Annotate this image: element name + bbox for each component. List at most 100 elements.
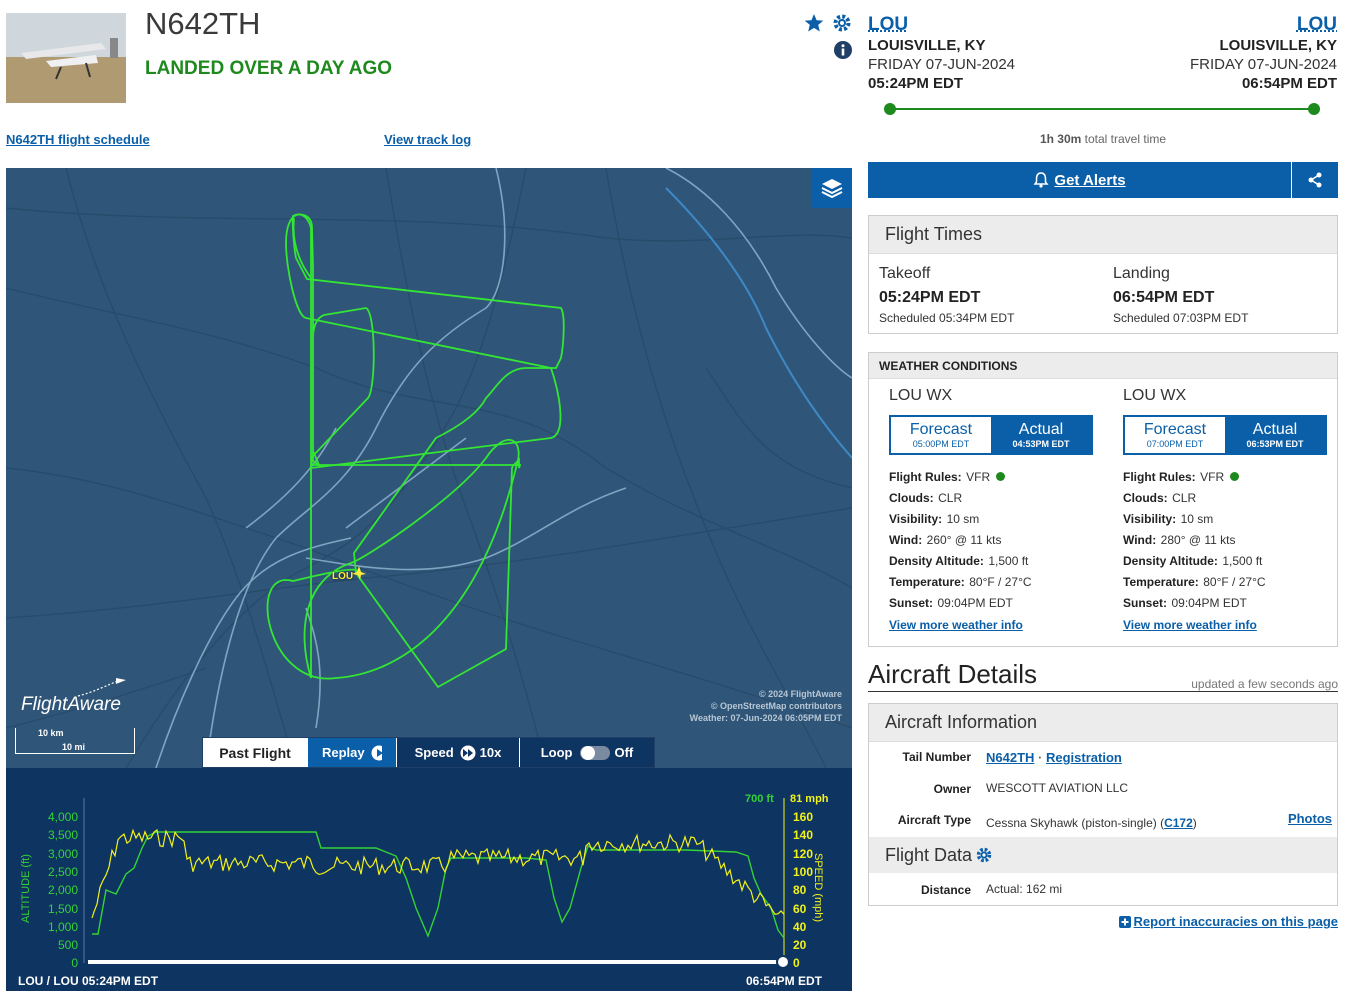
- weather-row-visibility: Visibility: 10 sm: [1123, 510, 1213, 528]
- weather-row-wind: Wind: 280° @ 11 kts: [1123, 531, 1235, 549]
- speed-label: Speed: [414, 745, 454, 760]
- speed-tick: 140: [793, 828, 814, 843]
- star-icon[interactable]: [804, 13, 824, 33]
- aircraft-info-panel: Aircraft Information Tail Number N642TH …: [868, 703, 1338, 906]
- registration-link[interactable]: Registration: [1045, 750, 1122, 765]
- replay-label: Replay: [322, 745, 365, 760]
- get-alerts-button[interactable]: Get Alerts: [868, 162, 1292, 198]
- actual-tab[interactable]: Actual 06:53PM EDT: [1225, 417, 1325, 453]
- flight-schedule-link[interactable]: N642TH flight schedule: [6, 132, 150, 147]
- weather-label: Sunset:: [1123, 596, 1168, 610]
- airport-label-lou[interactable]: LOU: [332, 571, 354, 582]
- altitude-tick: 3,500: [47, 828, 78, 843]
- map-layers-button[interactable]: [812, 168, 852, 208]
- share-button[interactable]: [1292, 162, 1338, 198]
- info-icon[interactable]: [834, 41, 852, 59]
- takeoff-scheduled: Scheduled 05:34PM EDT: [879, 311, 1015, 325]
- weather-label: Visibility:: [1123, 512, 1177, 526]
- weather-label: Temperature:: [889, 575, 965, 589]
- more-weather-link[interactable]: View more weather info: [1123, 618, 1257, 632]
- flight-data-header: Flight Data: [869, 837, 1337, 873]
- speed-tick: 0: [793, 956, 800, 971]
- origin-code-link[interactable]: LOU: [868, 14, 909, 35]
- updated-note: updated a few seconds ago: [1191, 677, 1338, 691]
- takeoff-time: 05:24PM EDT: [879, 289, 981, 306]
- landing-time: 06:54PM EDT: [1113, 289, 1215, 306]
- speed-tick: 120: [793, 846, 814, 861]
- aircraft-details-title: Aircraft Details: [868, 659, 1038, 689]
- distance-label: Distance: [920, 883, 971, 897]
- forecast-actual-toggle: Forecast 07:00PM EDT Actual 06:53PM EDT: [1123, 415, 1327, 455]
- speed-button[interactable]: Speed 10x: [397, 738, 520, 767]
- aircraft-type-close: ): [1192, 816, 1197, 830]
- flight-data-gear-icon[interactable]: [976, 847, 992, 863]
- weather-panel: WEATHER CONDITIONS LOU WX Forecast 05:00P…: [868, 352, 1338, 647]
- logo-plane-icon: [77, 678, 126, 697]
- replay-button[interactable]: Replay: [308, 738, 397, 767]
- scale-mi: 10 mi: [62, 742, 86, 752]
- aircraft-photo[interactable]: [6, 13, 126, 103]
- weather-label: Visibility:: [889, 512, 943, 526]
- actual-tab[interactable]: Actual 04:53PM EDT: [991, 417, 1091, 453]
- type-code-link[interactable]: C172: [1164, 816, 1193, 830]
- weather-row-clouds: Clouds: CLR: [1123, 489, 1196, 507]
- graph-end-label: 06:54PM EDT: [745, 974, 822, 988]
- origin-city: LOUISVILLE, KY: [868, 37, 986, 54]
- weather-value: 10 sm: [946, 512, 980, 526]
- loop-toggle[interactable]: Loop Off: [520, 738, 654, 767]
- weather-value: 80°F / 27°C: [1203, 575, 1266, 589]
- altitude-tick: 2,000: [47, 883, 78, 898]
- weather-label: Temperature:: [1123, 575, 1199, 589]
- current-speed: 81 mph: [790, 793, 829, 805]
- tail-number-value-row: N642TH · Registration: [986, 750, 1122, 765]
- report-inaccuracies-link[interactable]: Report inaccuracies on this page: [1133, 914, 1338, 929]
- actual-time: 04:53PM EDT: [1012, 439, 1070, 449]
- weather-title: WEATHER CONDITIONS: [869, 353, 1337, 379]
- weather-column: LOU WX Forecast 07:00PM EDT Actual 06:53PM…: [1123, 387, 1343, 632]
- photos-link[interactable]: Photos: [1287, 811, 1332, 826]
- weather-value: CLR: [938, 491, 963, 505]
- weather-value: 09:04PM EDT: [937, 596, 1013, 610]
- destination-time: 06:54PM EDT: [1241, 75, 1337, 92]
- station-label: LOU WX: [889, 387, 953, 404]
- past-flight-tab[interactable]: Past Flight: [203, 738, 308, 767]
- distance-value: Actual: 162 mi: [986, 882, 1063, 896]
- aircraft-details-divider: [868, 691, 1338, 692]
- aircraft-type-value: Cessna Skyhawk (piston-single) (C172): [986, 816, 1197, 830]
- altitude-tick: 4,000: [47, 810, 78, 824]
- flight-data-title: Flight Data: [885, 844, 973, 865]
- copyright-osm[interactable]: © OpenStreetMap contributors: [710, 701, 842, 711]
- altitude-speed-graph[interactable]: 700 ft 81 mph ALTITUDE (ft) SPEED (mph) …: [6, 768, 852, 991]
- forecast-actual-toggle: Forecast 05:00PM EDT Actual 04:53PM EDT: [889, 415, 1093, 455]
- flight-status: LANDED OVER A DAY AGO: [145, 58, 393, 79]
- flight-map[interactable]: LOU FlightAware 10 km 10 mi © 2024 Fligh…: [6, 168, 852, 768]
- aircraft-type-label: Aircraft Type: [897, 813, 971, 827]
- owner-label: Owner: [933, 782, 971, 796]
- flightaware-logo: FlightAware: [21, 694, 121, 715]
- destination-code-link[interactable]: LOU: [1296, 14, 1337, 35]
- total-travel-time: 1h 30m total travel time: [1039, 132, 1167, 146]
- loop-label: Loop: [540, 745, 573, 760]
- map-attribution: © 2024 FlightAware © OpenStreetMap contr…: [690, 688, 842, 724]
- past-flight-label: Past Flight: [219, 744, 291, 761]
- landing-label: Landing: [1113, 265, 1170, 282]
- more-weather-link[interactable]: View more weather info: [889, 618, 1023, 632]
- speed-tick: 20: [793, 938, 807, 953]
- owner-value: WESCOTT AVIATION LLC: [986, 781, 1129, 795]
- weather-row-sunset: Sunset: 09:04PM EDT: [1123, 594, 1247, 612]
- track-log-link[interactable]: View track log: [384, 132, 472, 147]
- weather-value: VFR: [966, 470, 991, 484]
- graph-lines: [83, 798, 790, 969]
- gear-icon[interactable]: [832, 13, 852, 33]
- origin-time: 05:24PM EDT: [868, 75, 964, 92]
- forecast-time: 05:00PM EDT: [912, 439, 970, 449]
- route-progress-bar: [884, 103, 1320, 115]
- scale-km: 10 km: [38, 728, 64, 738]
- weather-row-visibility: Visibility: 10 sm: [889, 510, 979, 528]
- forecast-tab[interactable]: Forecast 05:00PM EDT: [891, 417, 991, 453]
- forecast-tab[interactable]: Forecast 07:00PM EDT: [1125, 417, 1225, 453]
- tail-number-link[interactable]: N642TH: [986, 750, 1035, 765]
- flight-track: [291, 213, 565, 689]
- forecast-time: 07:00PM EDT: [1146, 439, 1204, 449]
- report-inaccuracies[interactable]: Report inaccuracies on this page: [1118, 914, 1338, 929]
